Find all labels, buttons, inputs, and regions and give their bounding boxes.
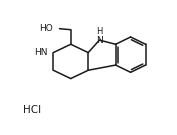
Text: N: N (96, 36, 103, 45)
Text: H: H (96, 27, 103, 36)
Text: HN: HN (34, 48, 48, 57)
Text: HCl: HCl (23, 105, 41, 115)
Text: HO: HO (39, 24, 53, 33)
